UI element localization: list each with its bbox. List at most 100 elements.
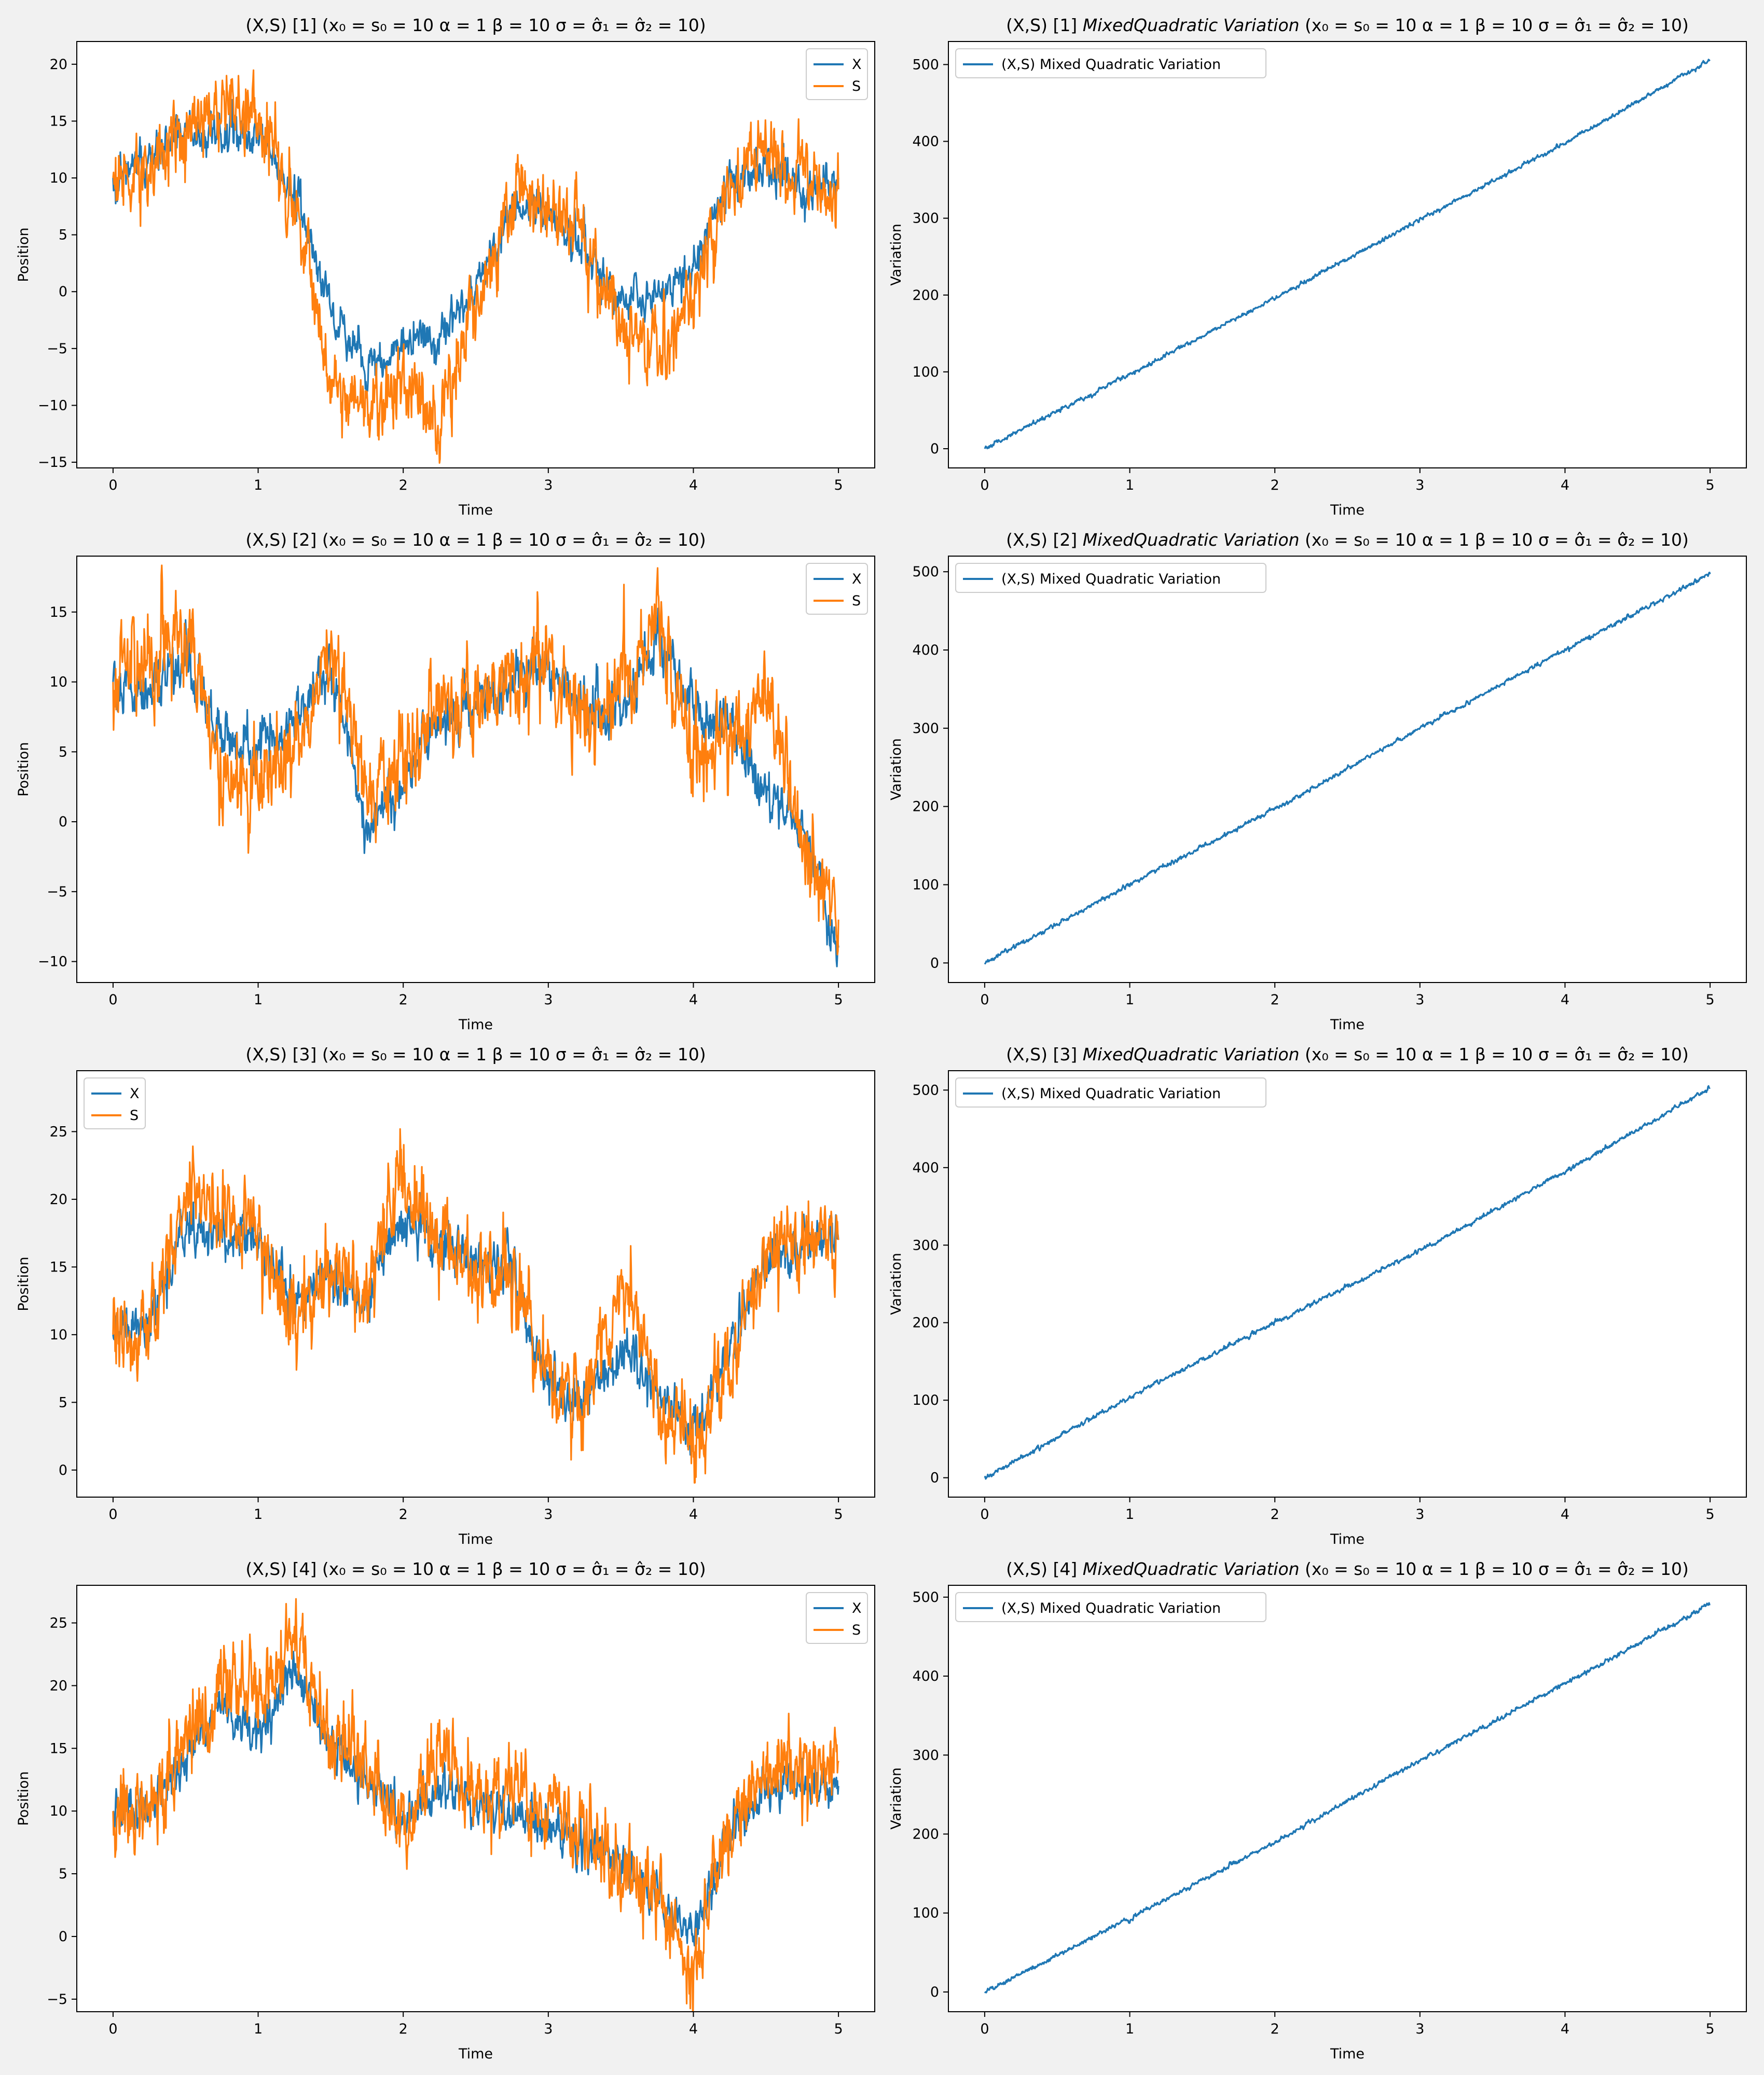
x-tick-label: 3 bbox=[1415, 992, 1424, 1008]
y-tick-label: 20 bbox=[50, 1678, 67, 1694]
legend: XS bbox=[806, 1592, 868, 1644]
axes-frame bbox=[76, 1585, 875, 2012]
legend: (X,S) Mixed Quadratic Variation bbox=[955, 1077, 1266, 1108]
chart-r2c2: 0 1 2 3 4 5 0 100 200 300 400 500 Time Variation (X,S)… bbox=[888, 530, 1747, 1033]
y-tick-label: 200 bbox=[912, 799, 939, 815]
legend-label: S bbox=[130, 1108, 139, 1124]
legend-label: X bbox=[852, 1600, 862, 1616]
title-italic: MixedQuadratic Variation bbox=[1083, 1044, 1305, 1064]
y-tick-label: 0 bbox=[930, 1470, 939, 1486]
y-tick-label: 300 bbox=[912, 721, 939, 737]
series-group bbox=[984, 1085, 1711, 1480]
x-tick-label: 0 bbox=[108, 992, 117, 1008]
y-tick-label: 15 bbox=[50, 1259, 67, 1275]
title-prefix: (X,S) [2] bbox=[245, 530, 322, 550]
x-tick-label: 1 bbox=[1125, 2021, 1134, 2037]
x-tick-label: 0 bbox=[980, 2021, 989, 2037]
x-tick-label: 3 bbox=[1415, 1506, 1424, 1523]
y-tick-label: 400 bbox=[912, 642, 939, 658]
x-tick-label: 2 bbox=[1271, 2021, 1279, 2037]
series-group bbox=[984, 1602, 1711, 1994]
y-tick-label: 10 bbox=[50, 1327, 67, 1343]
title-params: (x₀ = s₀ = 10 α = 1 β = 10 σ = σ̂₁ = σ̂₂… bbox=[1305, 530, 1689, 550]
legend-label: (X,S) Mixed Quadratic Variation bbox=[1001, 1086, 1221, 1102]
x-tick-label: 3 bbox=[544, 1506, 553, 1523]
axes-frame bbox=[76, 41, 875, 468]
y-tick-label: 10 bbox=[50, 170, 67, 186]
x-tick-label: 4 bbox=[1561, 477, 1569, 493]
legend-label: (X,S) Mixed Quadratic Variation bbox=[1001, 1600, 1221, 1616]
legend: (X,S) Mixed Quadratic Variation bbox=[955, 563, 1266, 593]
x-axis-label: Time bbox=[1330, 1017, 1365, 1033]
series-line-s bbox=[112, 1598, 839, 2012]
axes-frame bbox=[76, 1070, 875, 1498]
legend-box bbox=[955, 1592, 1266, 1622]
x-tick-label: 5 bbox=[834, 2021, 843, 2037]
axes-frame bbox=[948, 1585, 1747, 2012]
y-tick-label: 400 bbox=[912, 1668, 939, 1684]
x-tick-label: 2 bbox=[1271, 992, 1279, 1008]
chart-title: (X,S) [2] MixedQuadratic Variation (x₀ =… bbox=[1006, 530, 1689, 550]
y-tick-label: −15 bbox=[38, 454, 67, 471]
series-line--x-s-mixed-quadratic-variation bbox=[984, 1602, 1711, 1994]
series-line-s bbox=[112, 564, 839, 956]
legend-label: S bbox=[852, 593, 861, 609]
y-axis-label: Position bbox=[16, 227, 32, 282]
x-tick-label: 2 bbox=[399, 477, 408, 493]
x-tick-label: 5 bbox=[834, 477, 843, 493]
y-tick-label: −10 bbox=[38, 397, 67, 413]
title-prefix: (X,S) [2] bbox=[1006, 530, 1083, 550]
y-tick-label: 5 bbox=[59, 744, 67, 760]
title-params: (x₀ = s₀ = 10 α = 1 β = 10 σ = σ̂₁ = σ̂₂… bbox=[1305, 1044, 1689, 1064]
x-tick-label: 4 bbox=[1561, 2021, 1569, 2037]
y-tick-label: 0 bbox=[930, 441, 939, 457]
chart-r1c1: 0 1 2 3 4 5 −15 −10 −5 0 5 10 15 20 Time Position (X,S) … bbox=[16, 15, 875, 518]
y-tick-label: −5 bbox=[47, 341, 67, 357]
y-tick-label: 100 bbox=[912, 1905, 939, 1921]
y-tick-label: 400 bbox=[912, 134, 939, 150]
y-tick-label: 0 bbox=[59, 1462, 67, 1478]
y-tick-label: 200 bbox=[912, 1315, 939, 1331]
y-tick-label: 200 bbox=[912, 287, 939, 303]
legend-box bbox=[955, 563, 1266, 593]
y-tick-label: 15 bbox=[50, 1740, 67, 1756]
axes-frame bbox=[948, 1070, 1747, 1498]
title-prefix: (X,S) [4] bbox=[245, 1559, 322, 1579]
y-tick-label: −5 bbox=[47, 1991, 67, 2008]
series-line--x-s-mixed-quadratic-variation bbox=[984, 59, 1711, 450]
y-tick-label: 500 bbox=[912, 57, 939, 73]
chart-r3c2: 0 1 2 3 4 5 0 100 200 300 400 500 Time Variation (X,S)… bbox=[888, 1044, 1747, 1547]
x-tick-label: 2 bbox=[399, 992, 408, 1008]
title-params: (x₀ = s₀ = 10 α = 1 β = 10 σ = σ̂₁ = σ̂₂… bbox=[1305, 1559, 1689, 1579]
y-axis-label: Variation bbox=[888, 738, 904, 800]
x-tick-label: 1 bbox=[1125, 1506, 1134, 1523]
legend-box bbox=[955, 1077, 1266, 1108]
y-axis-label: Variation bbox=[888, 224, 904, 286]
y-tick-label: 0 bbox=[59, 1929, 67, 1945]
title-params: (x₀ = s₀ = 10 α = 1 β = 10 σ = σ̂₁ = σ̂₂… bbox=[1305, 15, 1689, 35]
legend: XS bbox=[806, 563, 868, 615]
y-tick-label: 10 bbox=[50, 1803, 67, 1819]
chart-r4c2: 0 1 2 3 4 5 0 100 200 300 400 500 Time Variation (X,S)… bbox=[888, 1559, 1747, 2062]
chart-title: (X,S) [4] (x₀ = s₀ = 10 α = 1 β = 10 σ =… bbox=[245, 1559, 706, 1579]
x-axis-label: Time bbox=[458, 502, 493, 518]
y-tick-label: 0 bbox=[59, 284, 67, 300]
y-tick-label: 400 bbox=[912, 1160, 939, 1176]
x-tick-label: 3 bbox=[544, 477, 553, 493]
x-tick-label: 3 bbox=[1415, 477, 1424, 493]
legend-label: X bbox=[852, 571, 862, 587]
legend: (X,S) Mixed Quadratic Variation bbox=[955, 48, 1266, 78]
y-tick-label: 20 bbox=[50, 57, 67, 73]
chart-r3c1: 0 1 2 3 4 5 0 5 10 15 20 25 Time Position (X,S) [3] (x… bbox=[16, 1044, 875, 1547]
title-prefix: (X,S) [1] bbox=[1006, 15, 1083, 35]
y-tick-label: 5 bbox=[59, 1394, 67, 1410]
x-tick-label: 0 bbox=[108, 2021, 117, 2037]
chart-title: (X,S) [3] MixedQuadratic Variation (x₀ =… bbox=[1006, 1044, 1689, 1064]
y-tick-label: 5 bbox=[59, 227, 67, 243]
y-tick-label: 300 bbox=[912, 211, 939, 227]
title-italic: MixedQuadratic Variation bbox=[1083, 530, 1305, 550]
x-axis-label: Time bbox=[458, 1017, 493, 1033]
series-line--x-s-mixed-quadratic-variation bbox=[984, 1085, 1711, 1480]
title-italic: MixedQuadratic Variation bbox=[1083, 15, 1305, 35]
y-tick-label: 0 bbox=[930, 955, 939, 971]
